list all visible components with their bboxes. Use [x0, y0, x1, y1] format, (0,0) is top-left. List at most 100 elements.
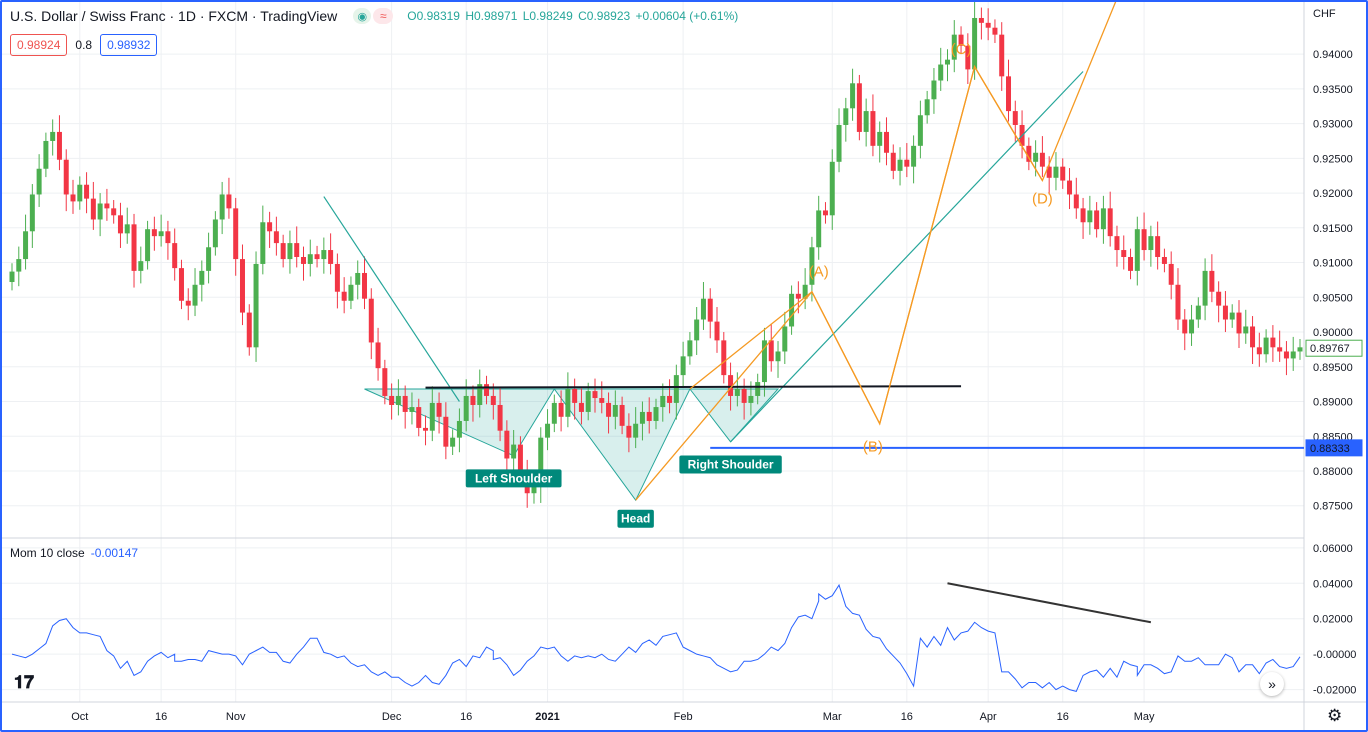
candle-body — [592, 391, 598, 399]
candle-body — [1141, 229, 1147, 251]
candle-body — [700, 298, 706, 320]
candle-body — [545, 423, 551, 438]
candle-body — [1087, 210, 1093, 223]
sell-price-button[interactable]: 0.98924 — [10, 34, 68, 56]
candle-body — [178, 268, 184, 301]
candle-body — [1046, 166, 1052, 178]
candle-body — [1256, 347, 1262, 355]
candle-body — [809, 247, 815, 285]
candle-body — [511, 444, 517, 459]
candle-body — [1195, 305, 1201, 320]
hline-price-tag-box — [1305, 439, 1363, 457]
candle-body — [883, 131, 889, 153]
candle-body — [931, 80, 937, 100]
candle-body — [660, 395, 666, 408]
candle-body — [978, 17, 984, 23]
time-tick-label: 16 — [155, 711, 167, 723]
currency-label[interactable]: CHF — [1313, 8, 1336, 20]
candle-body — [1175, 284, 1181, 320]
left-shoulder-label: Left Shoulder — [475, 471, 553, 485]
eye-icon[interactable]: ◉ — [353, 8, 372, 24]
candle-body — [795, 293, 801, 299]
candle-body — [755, 382, 761, 396]
candle-body — [816, 210, 822, 248]
candle-body — [829, 161, 835, 216]
price-tick-label: 0.92500 — [1313, 153, 1353, 165]
candle-body — [1100, 208, 1106, 230]
indicator-name: Mom 10 close — [10, 546, 85, 560]
candle-body — [1107, 208, 1113, 237]
price-tick-label: 0.90500 — [1313, 292, 1353, 304]
wave-icon[interactable]: ≈ — [373, 8, 394, 24]
right-shoulder-label-box — [679, 455, 782, 474]
candle-body — [1189, 319, 1195, 334]
candle-body — [314, 254, 320, 260]
candle-body — [111, 208, 117, 216]
candle-body — [1067, 180, 1073, 195]
candle-body — [938, 64, 944, 81]
price-tick-label: 0.91000 — [1313, 258, 1353, 270]
candle-body — [450, 437, 456, 447]
candle-body — [558, 402, 564, 417]
gear-icon[interactable]: ⚙ — [1327, 706, 1343, 725]
momentum-tick-label: -0.00000 — [1313, 649, 1356, 661]
candle-body — [911, 145, 917, 167]
trade-buttons: 0.98924 0.8 0.98932 — [10, 34, 158, 56]
candle-body — [877, 131, 883, 146]
candle-body — [748, 395, 754, 403]
candle-body — [246, 312, 252, 348]
candle-body — [199, 270, 205, 285]
candle-body — [151, 229, 157, 237]
candle-body — [789, 293, 795, 327]
change-value: +0.00604 (+0.61%) — [635, 9, 739, 23]
grid — [2, 2, 1304, 702]
candle-body — [165, 231, 171, 244]
candle-body — [728, 375, 734, 396]
ohlc-values: O0.98319 H0.98971 L0.98249 C0.98923 +0.0… — [407, 9, 740, 23]
candle-body — [192, 284, 198, 306]
candle-body — [321, 250, 327, 260]
candle-body — [389, 395, 395, 405]
candle-body — [1236, 312, 1242, 334]
candle-body — [497, 404, 503, 431]
tradingview-logo-icon[interactable]: 𝟏𝟕 — [14, 672, 35, 692]
candle-body — [185, 300, 191, 306]
candle-body — [382, 368, 388, 396]
candle-body — [1290, 351, 1296, 359]
price-tick-label: 0.89000 — [1313, 397, 1353, 409]
right-shoulder-label: Right Shoulder — [688, 458, 774, 472]
candle-body — [694, 319, 700, 341]
candle-body — [1297, 347, 1303, 352]
candle-body — [1039, 152, 1045, 167]
candle-body — [667, 395, 673, 403]
candle-body — [653, 407, 659, 421]
candle-body — [1148, 236, 1154, 251]
buy-price-button[interactable]: 0.98932 — [100, 34, 158, 56]
candle-body — [1128, 256, 1134, 271]
candle-body — [673, 375, 679, 403]
candle-body — [409, 407, 415, 412]
candle-body — [307, 254, 313, 264]
symbol-title[interactable]: U.S. Dollar / Swiss Franc · 1D · FXCM · … — [10, 8, 338, 24]
candle-body — [965, 45, 971, 70]
candle-body — [843, 108, 849, 125]
candle-body — [1012, 111, 1018, 125]
momentum-line — [11, 583, 1301, 692]
candle-body — [531, 486, 537, 494]
candle-body — [273, 231, 279, 244]
candle-body — [850, 83, 856, 109]
harmonic-label-c: (C) — [951, 41, 972, 58]
time-tick-label: May — [1134, 711, 1155, 723]
candle-body — [1134, 229, 1140, 271]
candle-body — [1168, 263, 1174, 285]
candle-body — [294, 243, 300, 257]
candle-body — [917, 115, 923, 146]
candle-body — [619, 404, 625, 426]
scroll-to-realtime-button[interactable]: » — [1260, 672, 1284, 696]
candle-body — [253, 263, 259, 348]
candle-body — [1263, 337, 1269, 355]
candle-body — [985, 22, 991, 28]
candle-body — [172, 243, 178, 269]
indicator-legend[interactable]: Mom 10 close -0.00147 — [10, 546, 138, 560]
